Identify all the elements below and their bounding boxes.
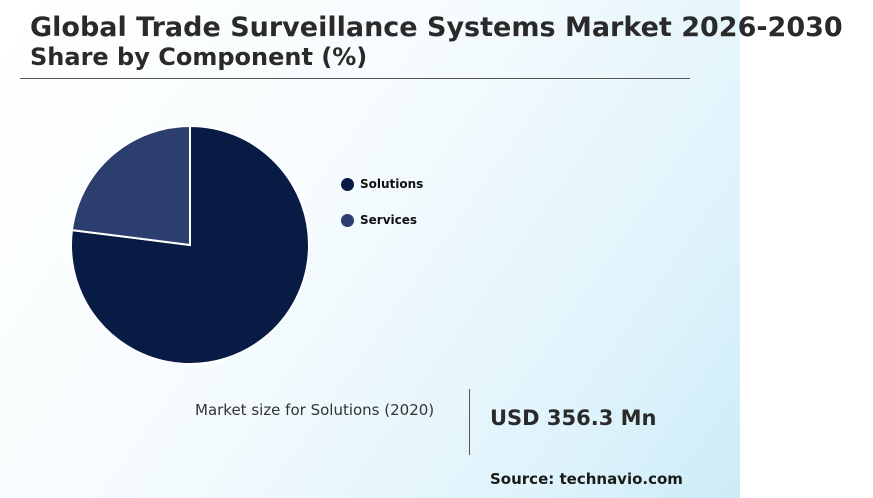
pie-slice-services bbox=[70, 124, 191, 247]
source-credit: Source: technavio.com bbox=[490, 470, 683, 488]
chart-title: Global Trade Surveillance Systems Market… bbox=[30, 12, 843, 43]
pie-chart bbox=[70, 124, 310, 365]
chart-subtitle: Share by Component (%) bbox=[30, 43, 368, 71]
legend-label-services: Services bbox=[360, 213, 418, 227]
stat-divider bbox=[469, 389, 470, 455]
title-divider bbox=[20, 78, 690, 79]
market-size-value: USD 356.3 Mn bbox=[490, 406, 657, 430]
legend-item-services: Services bbox=[341, 211, 423, 229]
market-size-label: Market size for Solutions (2020) bbox=[195, 401, 435, 419]
legend-swatch-services bbox=[341, 213, 354, 227]
legend-item-solutions: Solutions bbox=[341, 175, 423, 193]
legend-label-solutions: Solutions bbox=[360, 177, 424, 191]
legend-swatch-solutions bbox=[341, 177, 354, 191]
legend: Solutions Services bbox=[341, 175, 423, 247]
